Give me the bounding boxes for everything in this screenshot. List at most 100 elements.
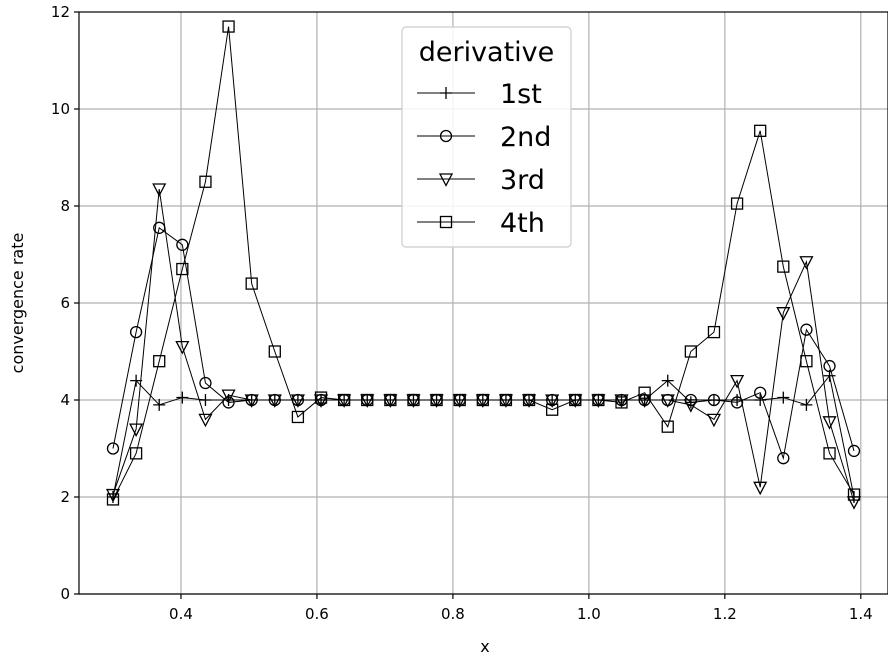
point-3rd [846, 496, 862, 510]
x-tick-label: 0.6 [305, 605, 329, 623]
point-4th [546, 403, 559, 416]
legend: derivative 1st 2nd 3rd 4th [401, 26, 572, 248]
point-1st [754, 394, 767, 406]
legend-marker-2nd [439, 129, 453, 143]
x-tick-label: 0.4 [169, 605, 193, 623]
point-4th [569, 393, 582, 407]
point-3rd [198, 413, 213, 428]
point-4th [592, 393, 605, 407]
point-2nd [730, 396, 744, 409]
point-3rd [175, 340, 190, 355]
point-4th [361, 393, 374, 407]
point-3rd [776, 307, 791, 321]
point-2nd [106, 442, 120, 455]
point-4th [777, 260, 790, 273]
point-4th [337, 393, 351, 407]
legend-label: 3rd [500, 165, 545, 196]
series-line-2nd [112, 226, 855, 461]
point-4th [823, 447, 836, 460]
y-tick-label: 8 [60, 197, 70, 215]
x-tick-label: 1.4 [849, 605, 873, 623]
point-2nd [754, 386, 767, 399]
point-3rd [683, 399, 698, 413]
point-4th [430, 393, 443, 407]
legend-item-2nd: 2nd [417, 122, 551, 153]
point-3rd [660, 394, 675, 408]
point-1st [199, 394, 212, 406]
point-1st [777, 391, 790, 404]
point-1st [176, 391, 189, 404]
point-2nd [222, 396, 235, 409]
x-tick-label: 1.2 [713, 605, 737, 623]
series-4th [106, 20, 861, 506]
point-4th [499, 393, 513, 407]
point-4th [199, 175, 212, 188]
legend-item-3rd: 3rd [417, 165, 545, 196]
y-tick-label: 6 [60, 294, 70, 312]
series-group [105, 20, 862, 510]
point-3rd [267, 394, 282, 408]
point-1st [130, 374, 143, 387]
point-3rd [244, 394, 259, 408]
legend-item-4th: 4th [417, 208, 545, 239]
x-tick-label: 0.8 [441, 605, 465, 623]
point-2nd [777, 452, 790, 465]
y-axis-label: convergence rate [8, 233, 27, 374]
point-3rd [753, 481, 768, 496]
point-4th [106, 493, 120, 506]
point-2nd [176, 238, 189, 251]
point-3rd [822, 416, 837, 430]
point-2nd [823, 359, 836, 373]
point-4th [661, 420, 674, 433]
point-3rd [105, 488, 121, 503]
point-4th [476, 393, 489, 407]
point-2nd [199, 376, 212, 390]
legend-label: 1st [500, 79, 542, 110]
point-4th [684, 345, 697, 358]
point-3rd [637, 394, 652, 408]
point-4th [222, 20, 235, 33]
point-2nd [707, 393, 721, 407]
legend-label: 2nd [500, 122, 551, 153]
y-axis: 0 2 4 6 8 10 12 [51, 3, 79, 603]
point-4th [176, 262, 189, 276]
point-4th [407, 393, 420, 407]
point-3rd [545, 394, 560, 408]
point-4th [129, 447, 143, 460]
point-4th [453, 393, 466, 407]
point-1st [661, 374, 674, 387]
point-3rd [799, 256, 814, 270]
y-tick-label: 12 [51, 3, 70, 21]
point-4th [153, 355, 166, 368]
x-tick-label: 1.0 [577, 605, 601, 623]
legend-label: 4th [500, 208, 545, 239]
point-4th [384, 393, 397, 407]
x-axis-label: x [480, 637, 489, 656]
point-3rd [290, 394, 305, 408]
point-4th [638, 386, 651, 399]
point-4th [245, 277, 258, 290]
point-2nd [129, 325, 143, 339]
legend-marker-3rd [438, 173, 454, 187]
point-3rd [129, 423, 144, 438]
point-4th [291, 410, 305, 424]
x-axis: 0.4 0.6 0.8 1.0 1.2 1.4 [169, 594, 873, 623]
point-4th [707, 325, 721, 339]
legend-box [401, 26, 572, 248]
point-1st [800, 398, 813, 411]
point-1st [153, 398, 166, 411]
legend-title: derivative [419, 37, 555, 68]
point-4th [754, 124, 767, 137]
y-tick-label: 4 [60, 391, 70, 409]
point-4th [522, 393, 536, 407]
point-3rd [706, 413, 722, 428]
series-2nd [106, 221, 861, 465]
legend-marker-1st [440, 87, 452, 99]
point-3rd [313, 394, 329, 408]
y-tick-label: 2 [60, 488, 70, 506]
point-2nd [800, 323, 813, 336]
point-4th [800, 355, 813, 368]
point-4th [615, 396, 628, 409]
point-3rd [221, 389, 236, 404]
